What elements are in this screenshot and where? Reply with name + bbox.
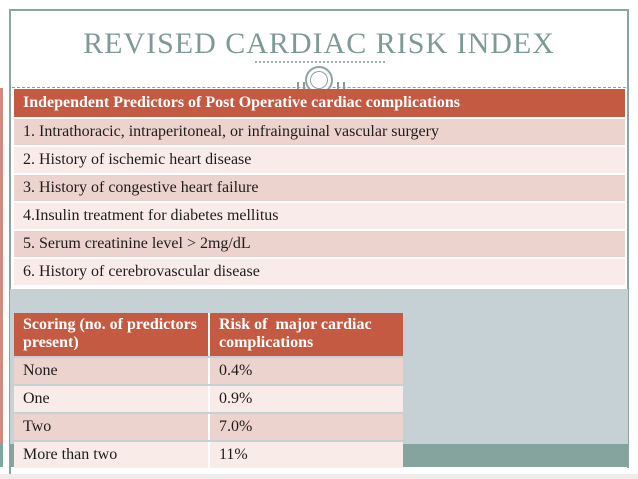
bottom-page-strip <box>0 474 638 479</box>
risk-column-header: Risk of major cardiac complications <box>219 316 376 351</box>
score-cell: One <box>14 386 210 412</box>
table-row: Two 7.0% <box>14 414 403 440</box>
ornament-tick-right <box>337 82 345 89</box>
scoring-table-header: Scoring (no. of predictors present) Risk… <box>14 313 403 356</box>
slide-border-right <box>627 9 629 468</box>
double-circle-ornament-inner <box>310 71 328 89</box>
risk-cell: 11% <box>219 446 248 463</box>
scoring-table: Scoring (no. of predictors present) Risk… <box>14 313 403 468</box>
slide-border-top <box>9 9 628 11</box>
table-row: 3. History of congestive heart failure <box>14 175 625 201</box>
slide-border-left <box>9 9 11 479</box>
page-edge-accent-red <box>0 88 3 444</box>
predictors-table: Independent Predictors of Post Operative… <box>14 89 625 285</box>
ornament-tick-left <box>297 82 305 89</box>
table-row: None 0.4% <box>14 358 403 384</box>
score-cell: More than two <box>14 442 210 468</box>
risk-cell: 0.4% <box>219 362 253 379</box>
score-cell: None <box>14 358 210 384</box>
table-row: 4.Insulin treatment for diabetes mellitu… <box>14 203 625 229</box>
table-row: 6. History of cerebrovascular disease <box>14 259 625 285</box>
table-row: 5. Serum creatinine level > 2mg/dL <box>14 231 625 257</box>
table-row: 1. Intrathoracic, intraperitoneal, or in… <box>14 119 625 145</box>
risk-cell: 0.9% <box>219 390 253 407</box>
slide-title: REVISED CARDIAC RISK INDEX <box>83 27 555 60</box>
table-row: 2. History of ischemic heart disease <box>14 147 625 173</box>
table-row: More than two 11% <box>14 442 403 468</box>
scoring-column-header: Scoring (no. of predictors present) <box>14 313 210 356</box>
title-ornament-dotted-line <box>255 61 385 63</box>
predictors-table-header: Independent Predictors of Post Operative… <box>14 89 625 117</box>
risk-cell: 7.0% <box>219 418 253 435</box>
page-edge-accent-teal <box>0 444 3 467</box>
score-cell: Two <box>14 414 210 440</box>
table-row: One 0.9% <box>14 386 403 412</box>
